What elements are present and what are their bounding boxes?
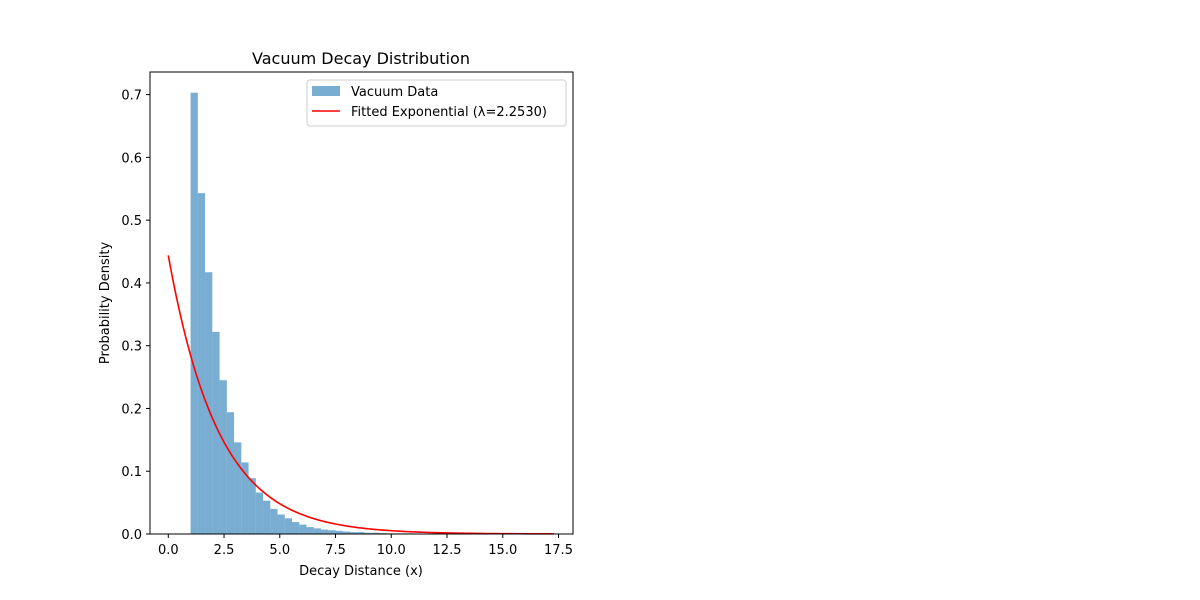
y-axis-label: Probability Density (98, 242, 113, 365)
histogram-bar (219, 380, 227, 534)
histogram-bar (226, 412, 235, 534)
x-tick-label: 15.0 (488, 543, 517, 558)
histogram-bar (371, 532, 380, 534)
histogram-bar (321, 529, 329, 534)
histogram-bar (357, 532, 365, 534)
histogram-bar (328, 530, 336, 534)
histogram-bar (270, 508, 278, 534)
x-tick-label: 2.5 (214, 543, 235, 558)
histogram-bar (335, 530, 343, 534)
y-tick-label: 0.2 (121, 402, 142, 417)
histogram-bar (342, 531, 351, 534)
histogram-bar (263, 500, 271, 534)
histogram-bar (306, 527, 314, 534)
histogram-bar (292, 522, 300, 534)
x-tick-label: 5.0 (269, 543, 290, 558)
plot-frame (149, 71, 574, 535)
legend-histogram-swatch (312, 86, 340, 96)
y-tick-label: 0.1 (121, 465, 142, 480)
histogram-bar (284, 518, 293, 534)
histogram-bar (255, 492, 264, 534)
y-tick-label: 0.5 (121, 214, 142, 229)
histogram-bar (241, 462, 249, 534)
y-tick-label: 0.3 (121, 340, 142, 355)
y-tick-label: 0.7 (121, 89, 142, 104)
x-tick-label: 17.5 (544, 543, 573, 558)
x-tick-label: 10.0 (377, 543, 406, 558)
y-axis-ticks: 0.0 0.1 0.2 0.3 0.4 0.5 0.6 0.7 (121, 89, 150, 543)
legend-frame (306, 79, 567, 127)
x-axis-ticks: 0.0 2.5 5.0 7.5 10.0 12.5 15.0 17.5 (158, 534, 573, 558)
chart-title: Vacuum Decay Distribution (252, 49, 470, 68)
y-tick-label: 0.6 (121, 151, 142, 166)
legend-fit-label: Fitted Exponential (λ=2.2530) (351, 105, 547, 120)
legend-histogram-label: Vacuum Data (351, 85, 438, 100)
histogram-bar (234, 442, 242, 534)
histogram-bar (364, 532, 372, 534)
x-axis-label: Decay Distance (x) (299, 564, 423, 579)
histogram-bar (197, 193, 206, 534)
histogram-bar (313, 528, 322, 534)
x-tick-label: 0.0 (158, 543, 179, 558)
x-tick-label: 12.5 (433, 543, 462, 558)
legend: Vacuum Data Fitted Exponential (λ=2.2530… (306, 79, 567, 127)
histogram-bars (190, 92, 416, 535)
histogram-bar (350, 532, 358, 534)
histogram-bar (212, 331, 220, 534)
histogram-bar (277, 514, 285, 534)
y-tick-label: 0.0 (121, 528, 142, 543)
histogram-bar (299, 524, 307, 534)
histogram-bar (205, 272, 213, 534)
x-tick-label: 7.5 (325, 543, 346, 558)
y-tick-label: 0.4 (121, 277, 142, 292)
histogram-bar (190, 92, 198, 535)
histogram-bar (248, 478, 256, 534)
